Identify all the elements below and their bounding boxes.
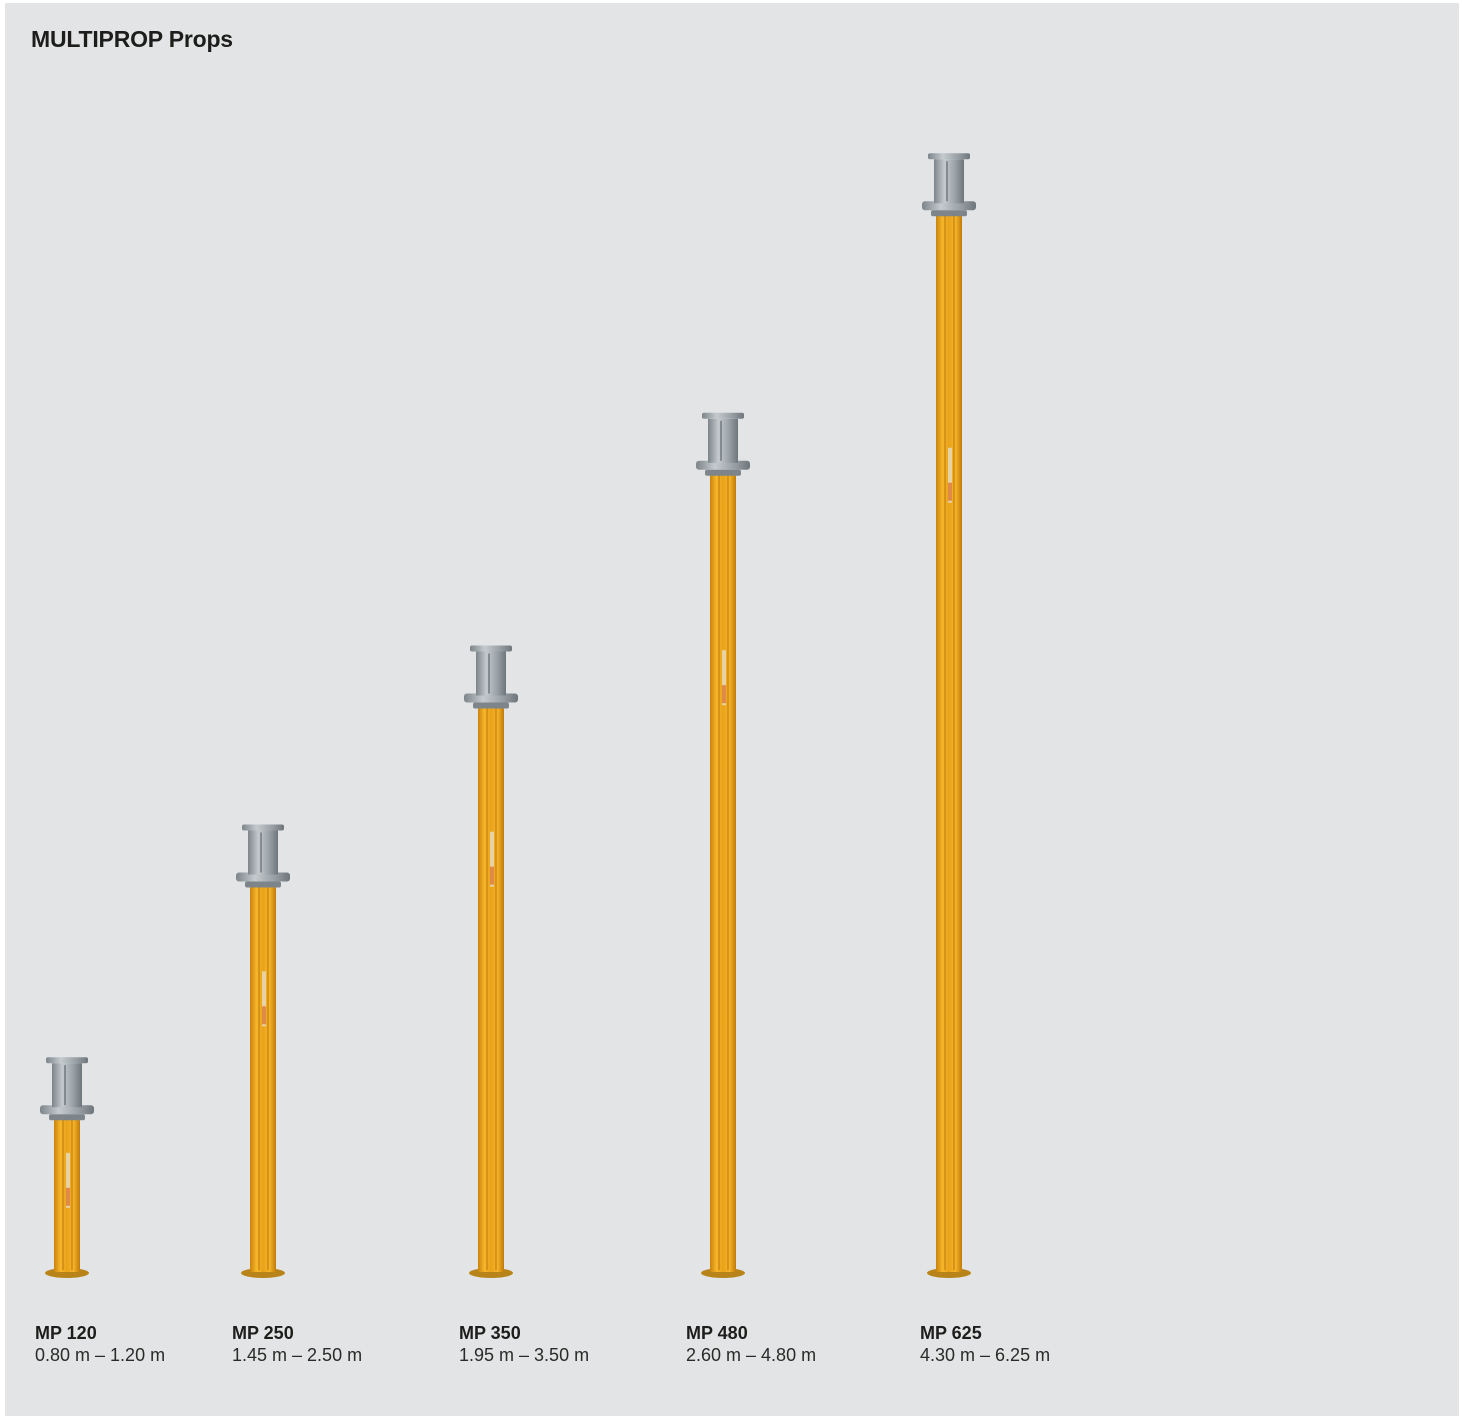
prop-height-range: 1.95 m – 3.50 m xyxy=(459,1345,590,1365)
prop-caption-mp480: MP 480 2.60 m – 4.80 m xyxy=(686,1322,816,1366)
prop-outer-tube xyxy=(250,886,276,1272)
prop-release-tag xyxy=(262,971,266,1027)
prop-model: MP 625 xyxy=(920,1323,982,1343)
prop-release-tag xyxy=(948,447,952,503)
prop-release-tag-red xyxy=(722,685,726,704)
prop-collar-ring xyxy=(931,210,967,217)
prop-release-tag-red xyxy=(262,1006,266,1025)
prop-head-plate xyxy=(470,645,512,652)
prop-head-plate xyxy=(242,824,284,831)
prop-release-tag-red xyxy=(66,1187,70,1206)
prop-height-range: 2.60 m – 4.80 m xyxy=(686,1345,817,1365)
prop-collar-ring xyxy=(49,1114,85,1121)
prop-release-tag-red xyxy=(490,866,494,885)
prop-release-tag-red xyxy=(948,482,952,501)
prop-model: MP 120 xyxy=(35,1323,97,1343)
prop-collar-ring xyxy=(245,881,281,888)
prop-mp480 xyxy=(696,412,750,1278)
prop-outer-tube xyxy=(710,474,736,1272)
prop-mp350 xyxy=(464,645,518,1278)
prop-inner-tube xyxy=(934,159,964,204)
prop-outer-tube xyxy=(478,707,504,1272)
prop-caption-mp250: MP 250 1.45 m – 2.50 m xyxy=(232,1322,362,1366)
prop-collar xyxy=(464,693,518,703)
prop-caption-mp350: MP 350 1.95 m – 3.50 m xyxy=(459,1322,589,1366)
prop-height-range: 1.45 m – 2.50 m xyxy=(232,1345,363,1365)
prop-collar xyxy=(40,1105,94,1115)
prop-head-plate xyxy=(928,153,970,160)
prop-height-range: 0.80 m – 1.20 m xyxy=(35,1345,166,1365)
prop-inner-tube xyxy=(52,1063,82,1108)
prop-release-tag xyxy=(722,650,726,706)
prop-mp625 xyxy=(922,153,976,1278)
prop-collar-ring xyxy=(705,469,741,476)
prop-caption-mp120: MP 120 0.80 m – 1.20 m xyxy=(35,1322,165,1366)
prop-model: MP 350 xyxy=(459,1323,521,1343)
prop-release-tag xyxy=(66,1152,70,1208)
prop-inner-tube xyxy=(248,830,278,875)
prop-inner-tube xyxy=(476,651,506,696)
prop-mp120 xyxy=(40,1057,94,1278)
prop-mp250 xyxy=(236,824,290,1278)
prop-collar xyxy=(236,872,290,882)
prop-caption-mp625: MP 625 4.30 m – 6.25 m xyxy=(920,1322,1050,1366)
prop-outer-tube xyxy=(936,215,962,1272)
prop-inner-tube xyxy=(708,418,738,463)
prop-height-range: 4.30 m – 6.25 m xyxy=(920,1345,1051,1365)
prop-model: MP 250 xyxy=(232,1323,294,1343)
prop-collar xyxy=(696,460,750,470)
prop-collar xyxy=(922,201,976,211)
prop-release-tag xyxy=(490,831,494,887)
prop-collar-ring xyxy=(473,702,509,709)
prop-head-plate xyxy=(702,412,744,419)
prop-model: MP 480 xyxy=(686,1323,748,1343)
page-title: MULTIPROP Props xyxy=(31,26,233,52)
prop-head-plate xyxy=(46,1057,88,1064)
